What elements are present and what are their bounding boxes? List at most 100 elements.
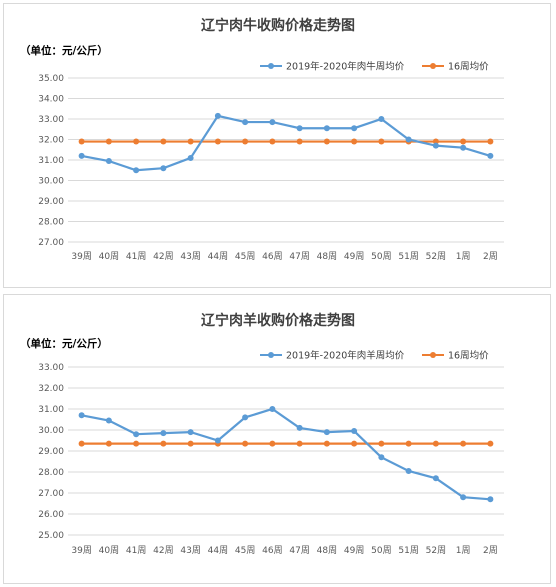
y-tick-label: 31.00 — [38, 405, 64, 415]
data-point — [378, 138, 385, 145]
data-point — [351, 138, 358, 145]
x-tick-label: 51周 — [398, 545, 418, 556]
x-tick-label: 39周 — [71, 251, 91, 262]
plot-area: 35.00 34.00 33.00 32.00 31.00 30.00 29.00 28.00… — [38, 74, 504, 262]
data-point — [378, 116, 385, 122]
chart-title: 辽宁肉羊收购价格走势图 — [201, 312, 355, 329]
data-point — [160, 430, 167, 437]
y-tick-label: 29.00 — [38, 447, 64, 457]
plot-area: 33.00 32.00 31.00 30.00 29.00 28.00 27.00 26.00… — [38, 363, 504, 556]
data-point — [432, 138, 439, 145]
chart-title: 辽宁肉牛收购价格走势图 — [201, 17, 355, 34]
x-tick-label: 49周 — [344, 545, 364, 556]
data-point — [105, 417, 112, 424]
data-point — [242, 119, 249, 126]
data-point — [269, 440, 276, 447]
x-tick-label: 42周 — [153, 545, 173, 556]
data-point — [160, 138, 167, 145]
data-point — [405, 467, 412, 474]
beef-price-chart: 辽宁肉牛收购价格走势图 （单位：元/公斤） 35.00 34.00 33.00 32.… — [20, 17, 504, 262]
data-point — [160, 440, 167, 447]
legend-swatch-marker — [268, 63, 274, 69]
y-tick-label: 33.00 — [38, 115, 64, 125]
data-point — [269, 119, 276, 126]
data-point — [133, 138, 140, 145]
y-tick-label: 28.00 — [38, 218, 64, 228]
y-tick-label: 27.00 — [38, 489, 64, 499]
data-point — [105, 158, 112, 165]
data-point — [487, 152, 494, 159]
data-point — [296, 424, 303, 431]
y-tick-label: 30.00 — [38, 177, 64, 187]
data-point — [351, 125, 358, 132]
data-point — [323, 440, 330, 447]
legend-label: 2019年-2020年肉羊周均价 — [286, 350, 405, 362]
x-tick-label: 45周 — [235, 251, 255, 262]
x-tick-label: 52周 — [426, 251, 446, 262]
data-point — [378, 440, 385, 447]
legend-swatch-marker — [430, 63, 436, 69]
data-point — [269, 406, 276, 412]
data-point — [487, 138, 494, 145]
data-point — [269, 138, 276, 145]
y-tick-label: 34.00 — [38, 95, 64, 105]
x-tick-label: 47周 — [289, 251, 309, 262]
legend-label: 16周均价 — [448, 61, 489, 73]
y-tick-label: 32.00 — [38, 384, 64, 394]
data-point — [78, 412, 85, 419]
series-line — [81, 407, 491, 501]
x-tick-label: 48周 — [317, 251, 337, 262]
beef-chart-panel: 辽宁肉牛收购价格走势图 （单位：元/公斤） 35.00 34.00 33.00 32.… — [3, 3, 551, 288]
x-tick-label: 44周 — [208, 545, 228, 556]
legend-swatch-marker — [430, 352, 436, 358]
x-tick-label: 41周 — [126, 545, 146, 556]
data-point — [133, 431, 140, 438]
x-tick-label: 45周 — [235, 545, 255, 556]
data-point — [432, 142, 439, 149]
data-point — [296, 440, 303, 447]
data-point — [78, 138, 85, 145]
data-point — [242, 138, 249, 145]
x-tick-label: 49周 — [344, 251, 364, 262]
y-tick-label: 33.00 — [38, 363, 64, 373]
x-tick-label: 43周 — [180, 251, 200, 262]
data-point — [460, 440, 467, 447]
data-point — [78, 152, 85, 159]
data-point — [214, 437, 221, 444]
data-point — [351, 440, 358, 447]
legend-label: 16周均价 — [448, 350, 489, 362]
unit-label: （单位：元/公斤） — [20, 44, 108, 57]
y-tick-label: 30.00 — [38, 426, 64, 436]
x-tick-label: 2周 — [483, 251, 498, 262]
data-point — [432, 440, 439, 447]
legend: 2019年-2020年肉牛周均价 16周均价 — [260, 61, 489, 73]
x-tick-label: 1周 — [456, 251, 471, 262]
data-point — [214, 112, 221, 119]
x-tick-label: 41周 — [126, 251, 146, 262]
data-point — [432, 475, 439, 482]
x-tick-label: 39周 — [71, 545, 91, 556]
data-point — [78, 440, 85, 447]
x-tick-label: 48周 — [317, 545, 337, 556]
data-point — [105, 440, 112, 447]
data-point — [487, 440, 494, 447]
data-point — [487, 496, 494, 503]
x-tick-label: 42周 — [153, 251, 173, 262]
data-point — [187, 138, 194, 145]
x-tick-label: 40周 — [99, 251, 119, 262]
data-point — [160, 165, 167, 172]
data-point — [214, 138, 221, 145]
x-tick-label: 51周 — [398, 251, 418, 262]
data-point — [460, 138, 467, 145]
data-point — [105, 138, 112, 145]
unit-label: （单位：元/公斤） — [20, 337, 108, 350]
data-point — [405, 136, 412, 143]
data-point — [323, 429, 330, 436]
x-tick-label: 40周 — [99, 545, 119, 556]
data-point — [187, 429, 194, 436]
x-tick-label: 47周 — [289, 545, 309, 556]
y-tick-label: 29.00 — [38, 197, 64, 207]
x-tick-label: 43周 — [180, 545, 200, 556]
data-point — [378, 454, 385, 461]
data-point — [133, 440, 140, 447]
